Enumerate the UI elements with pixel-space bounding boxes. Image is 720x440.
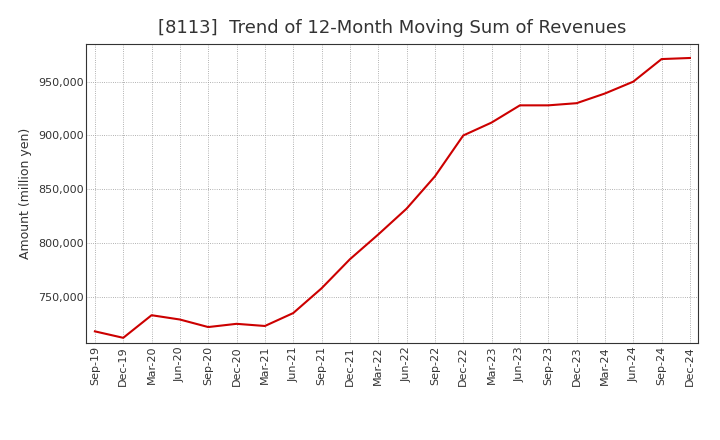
Title: [8113]  Trend of 12-Month Moving Sum of Revenues: [8113] Trend of 12-Month Moving Sum of R… xyxy=(158,19,626,37)
Y-axis label: Amount (million yen): Amount (million yen) xyxy=(19,128,32,259)
